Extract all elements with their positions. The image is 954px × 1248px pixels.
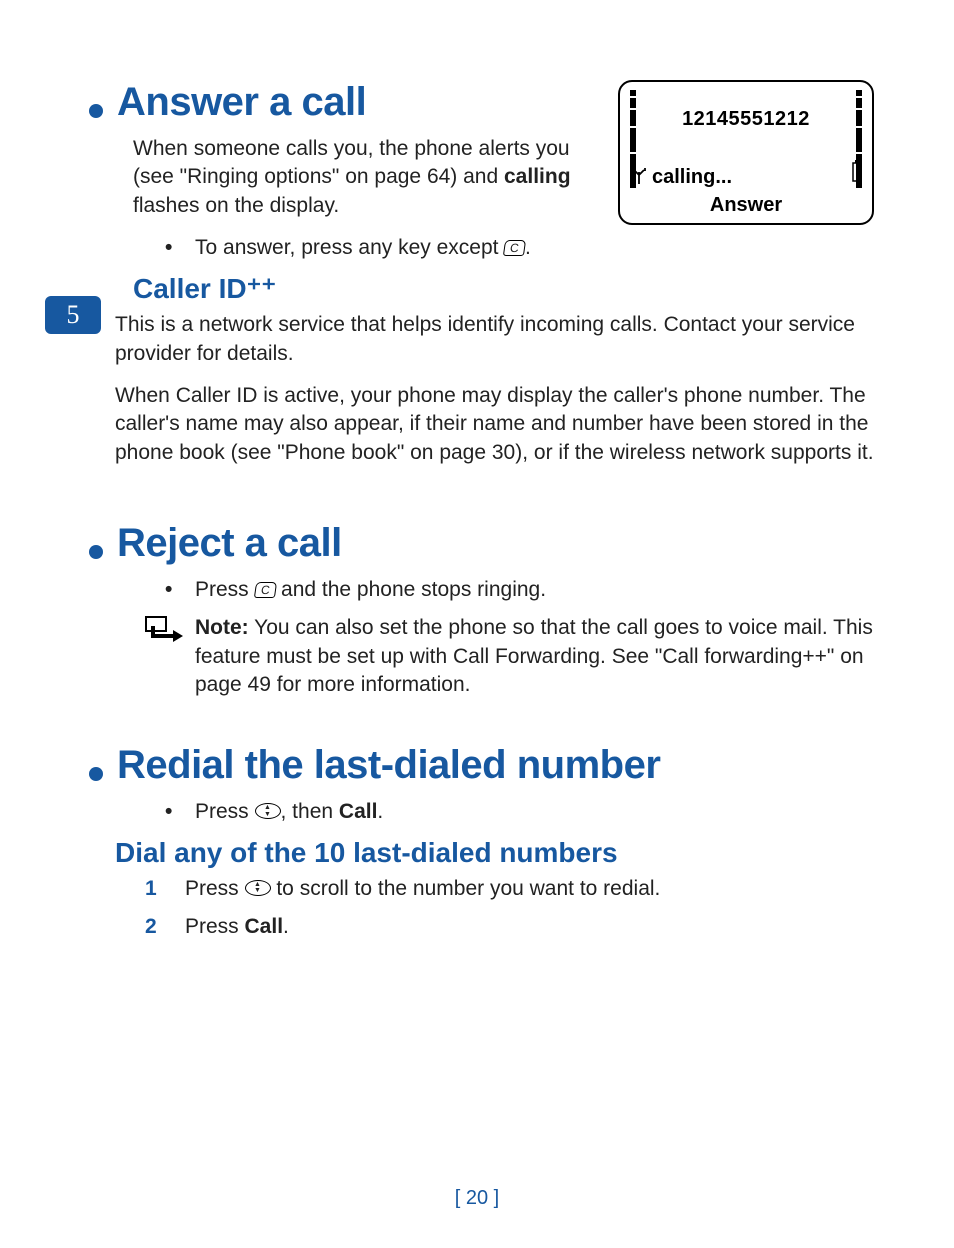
heading-bullet-icon — [89, 545, 103, 559]
heading-answer-a-call: Answer a call — [117, 80, 366, 125]
c-key-icon: C — [253, 582, 276, 598]
bullet-item: • Press C and the phone stops ringing. — [165, 576, 874, 604]
section-number-tab: 5 — [45, 296, 101, 334]
step-item: 2 Press Call. — [145, 913, 874, 941]
heading-bullet-icon — [89, 104, 103, 118]
text-bold: Call — [245, 915, 284, 938]
answer-paragraph: When someone calls you, the phone alerts… — [133, 135, 604, 220]
caller-id-p2: When Caller ID is active, your phone may… — [115, 382, 874, 467]
c-key-icon: C — [503, 240, 526, 256]
bullet-char: • — [165, 234, 195, 262]
step-text: Press Call. — [185, 913, 874, 941]
caller-id-p1: This is a network service that helps ide… — [115, 311, 874, 368]
heading-dial-any: Dial any of the 10 last-dialed numbers — [115, 837, 874, 869]
answer-softkey-label: Answer — [620, 194, 872, 217]
text: Press — [195, 578, 255, 601]
bullet-text: Press C and the phone stops ringing. — [195, 576, 874, 604]
caller-number: 12145551212 — [620, 108, 872, 131]
text: . — [377, 800, 383, 823]
text: flashes on the display. — [133, 194, 339, 217]
heading-row: Redial the last-dialed number — [115, 743, 874, 798]
scroll-key-icon — [245, 880, 271, 896]
text: . — [525, 236, 531, 259]
scroll-key-icon — [255, 803, 281, 819]
phone-screen: 12145551212 calling... Answer — [618, 80, 874, 225]
text: Press — [185, 915, 245, 938]
heading-row: Reject a call — [115, 521, 874, 576]
text-bold: Call — [339, 800, 378, 823]
text: , then — [281, 800, 339, 823]
note-text: Note: You can also set the phone so that… — [195, 614, 874, 699]
calling-label: calling... — [652, 166, 732, 189]
bullet-item: • Press , then Call. — [165, 798, 874, 826]
bullet-text: Press , then Call. — [195, 798, 874, 826]
note-block: Note: You can also set the phone so that… — [145, 614, 874, 699]
text: Press — [185, 877, 245, 900]
heading-reject-a-call: Reject a call — [117, 521, 342, 566]
antenna-icon — [632, 168, 646, 189]
text: . — [283, 915, 289, 938]
bullet-item: • To answer, press any key except C. — [165, 234, 874, 262]
note-arrow-icon — [145, 614, 195, 652]
bullet-char: • — [165, 798, 195, 826]
page-number: [ 20 ] — [0, 1187, 954, 1210]
bullet-text: To answer, press any key except C. — [195, 234, 874, 262]
heading-row: Answer a call — [115, 80, 606, 135]
battery-icon — [852, 160, 862, 187]
heading-bullet-icon — [89, 767, 103, 781]
phone-display-figure: 12145551212 calling... Answer — [618, 80, 874, 225]
heading-redial: Redial the last-dialed number — [117, 743, 660, 788]
step-number: 2 — [145, 913, 185, 941]
text: You can also set the phone so that the c… — [195, 616, 873, 696]
text: and the phone stops ringing. — [275, 578, 546, 601]
text-bold: calling — [504, 165, 571, 188]
step-item: 1 Press to scroll to the number you want… — [145, 875, 874, 903]
text: To answer, press any key except — [195, 236, 504, 259]
content-area: 12145551212 calling... Answer Answer a c… — [115, 80, 874, 942]
text: Press — [195, 800, 255, 823]
heading-caller-id: Caller ID⁺⁺ — [133, 272, 874, 305]
step-number: 1 — [145, 875, 185, 903]
page: 5 12145551212 — [0, 0, 954, 1248]
note-label: Note: — [195, 616, 249, 639]
text: to scroll to the number you want to redi… — [271, 877, 661, 900]
step-text: Press to scroll to the number you want t… — [185, 875, 874, 903]
bullet-char: • — [165, 576, 195, 604]
